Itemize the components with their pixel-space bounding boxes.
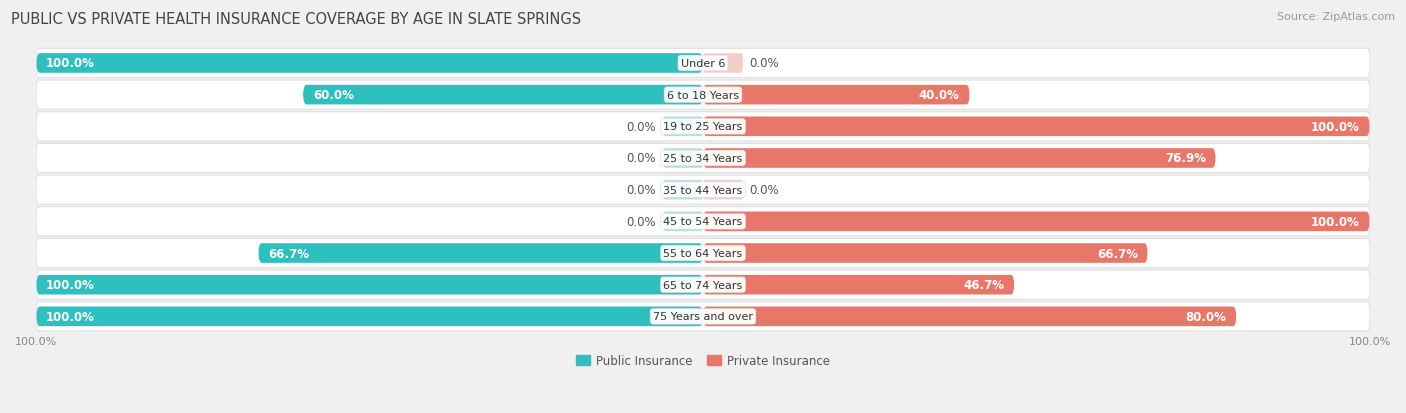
FancyBboxPatch shape xyxy=(37,54,703,74)
Text: 66.7%: 66.7% xyxy=(1097,247,1137,260)
FancyBboxPatch shape xyxy=(37,275,703,295)
Text: 19 to 25 Years: 19 to 25 Years xyxy=(664,122,742,132)
FancyBboxPatch shape xyxy=(703,180,742,200)
FancyBboxPatch shape xyxy=(664,180,703,200)
Legend: Public Insurance, Private Insurance: Public Insurance, Private Insurance xyxy=(571,350,835,372)
Text: 100.0%: 100.0% xyxy=(46,278,96,292)
Text: 75 Years and over: 75 Years and over xyxy=(652,311,754,322)
Text: PUBLIC VS PRIVATE HEALTH INSURANCE COVERAGE BY AGE IN SLATE SPRINGS: PUBLIC VS PRIVATE HEALTH INSURANCE COVER… xyxy=(11,12,581,27)
FancyBboxPatch shape xyxy=(703,212,1369,232)
FancyBboxPatch shape xyxy=(703,117,1369,137)
FancyBboxPatch shape xyxy=(703,85,970,105)
Text: 76.9%: 76.9% xyxy=(1164,152,1206,165)
Text: 100.0%: 100.0% xyxy=(46,310,96,323)
Text: 55 to 64 Years: 55 to 64 Years xyxy=(664,248,742,259)
FancyBboxPatch shape xyxy=(703,275,1015,295)
Text: 60.0%: 60.0% xyxy=(314,89,354,102)
FancyBboxPatch shape xyxy=(37,49,1369,78)
Text: 100.0%: 100.0% xyxy=(1310,121,1360,133)
FancyBboxPatch shape xyxy=(703,54,742,74)
Text: 100.0%: 100.0% xyxy=(1310,215,1360,228)
FancyBboxPatch shape xyxy=(664,212,703,232)
FancyBboxPatch shape xyxy=(37,207,1369,236)
Text: 80.0%: 80.0% xyxy=(1185,310,1226,323)
Text: 46.7%: 46.7% xyxy=(963,278,1004,292)
Text: 0.0%: 0.0% xyxy=(627,152,657,165)
FancyBboxPatch shape xyxy=(703,244,1147,263)
FancyBboxPatch shape xyxy=(664,117,703,137)
Text: 0.0%: 0.0% xyxy=(749,57,779,70)
Text: Under 6: Under 6 xyxy=(681,59,725,69)
FancyBboxPatch shape xyxy=(259,244,703,263)
FancyBboxPatch shape xyxy=(664,149,703,169)
Text: 0.0%: 0.0% xyxy=(749,184,779,197)
Text: 35 to 44 Years: 35 to 44 Years xyxy=(664,185,742,195)
FancyBboxPatch shape xyxy=(37,176,1369,205)
Text: 100.0%: 100.0% xyxy=(46,57,96,70)
Text: 6 to 18 Years: 6 to 18 Years xyxy=(666,90,740,100)
FancyBboxPatch shape xyxy=(302,85,703,105)
Text: 45 to 54 Years: 45 to 54 Years xyxy=(664,217,742,227)
FancyBboxPatch shape xyxy=(703,307,1236,326)
Text: 40.0%: 40.0% xyxy=(920,89,960,102)
Text: 0.0%: 0.0% xyxy=(627,215,657,228)
FancyBboxPatch shape xyxy=(37,81,1369,110)
FancyBboxPatch shape xyxy=(37,239,1369,268)
FancyBboxPatch shape xyxy=(703,149,1216,169)
Text: 66.7%: 66.7% xyxy=(269,247,309,260)
FancyBboxPatch shape xyxy=(37,307,703,326)
FancyBboxPatch shape xyxy=(37,271,1369,299)
Text: 25 to 34 Years: 25 to 34 Years xyxy=(664,154,742,164)
FancyBboxPatch shape xyxy=(37,302,1369,331)
Text: 65 to 74 Years: 65 to 74 Years xyxy=(664,280,742,290)
FancyBboxPatch shape xyxy=(37,112,1369,142)
Text: Source: ZipAtlas.com: Source: ZipAtlas.com xyxy=(1277,12,1395,22)
FancyBboxPatch shape xyxy=(37,144,1369,173)
Text: 0.0%: 0.0% xyxy=(627,121,657,133)
Text: 0.0%: 0.0% xyxy=(627,184,657,197)
